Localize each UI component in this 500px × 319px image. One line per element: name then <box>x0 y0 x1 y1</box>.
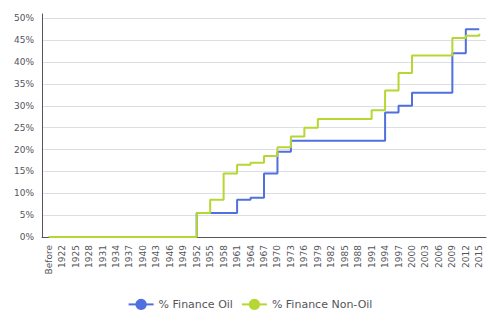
svg-text:1925: 1925 <box>71 245 81 268</box>
svg-text:% Finance Non-Oil: % Finance Non-Oil <box>272 298 373 311</box>
svg-text:1991: 1991 <box>367 245 377 268</box>
svg-text:1931: 1931 <box>98 245 108 268</box>
svg-text:1949: 1949 <box>178 245 188 268</box>
svg-text:1967: 1967 <box>259 245 269 268</box>
svg-text:0%: 0% <box>20 232 35 242</box>
svg-text:35%: 35% <box>14 79 34 89</box>
svg-text:1928: 1928 <box>84 245 94 268</box>
svg-text:2009: 2009 <box>447 245 457 268</box>
svg-text:1997: 1997 <box>394 245 404 268</box>
svg-text:1952: 1952 <box>192 245 202 268</box>
svg-text:1970: 1970 <box>272 245 282 268</box>
svg-text:1988: 1988 <box>353 245 363 268</box>
svg-text:25%: 25% <box>14 123 34 133</box>
svg-text:1994: 1994 <box>380 245 390 268</box>
svg-text:1955: 1955 <box>205 245 215 268</box>
svg-text:1943: 1943 <box>151 245 161 268</box>
svg-text:1976: 1976 <box>299 245 309 268</box>
svg-text:1985: 1985 <box>340 245 350 268</box>
svg-text:2012: 2012 <box>461 245 471 268</box>
svg-text:50%: 50% <box>14 13 34 23</box>
svg-text:1922: 1922 <box>57 245 67 268</box>
svg-text:1973: 1973 <box>286 245 296 268</box>
svg-text:45%: 45% <box>14 35 34 45</box>
svg-text:1961: 1961 <box>232 245 242 268</box>
svg-text:20%: 20% <box>14 145 34 155</box>
svg-text:1958: 1958 <box>219 245 229 268</box>
svg-text:1934: 1934 <box>111 245 121 268</box>
svg-text:1982: 1982 <box>326 245 336 268</box>
svg-text:40%: 40% <box>14 57 34 67</box>
svg-text:1937: 1937 <box>124 245 134 268</box>
svg-text:1946: 1946 <box>165 245 175 268</box>
svg-text:1964: 1964 <box>246 245 256 268</box>
svg-text:1940: 1940 <box>138 245 148 268</box>
svg-text:2015: 2015 <box>474 245 484 268</box>
svg-text:15%: 15% <box>14 166 34 176</box>
svg-text:1979: 1979 <box>313 245 323 268</box>
svg-text:% Finance Oil: % Finance Oil <box>159 298 233 311</box>
svg-text:2003: 2003 <box>420 245 430 268</box>
svg-text:2000: 2000 <box>407 245 417 268</box>
svg-text:10%: 10% <box>14 188 34 198</box>
svg-text:30%: 30% <box>14 101 34 111</box>
svg-text:2006: 2006 <box>434 245 444 268</box>
svg-text:Before: Before <box>44 245 54 275</box>
svg-text:5%: 5% <box>20 210 35 220</box>
